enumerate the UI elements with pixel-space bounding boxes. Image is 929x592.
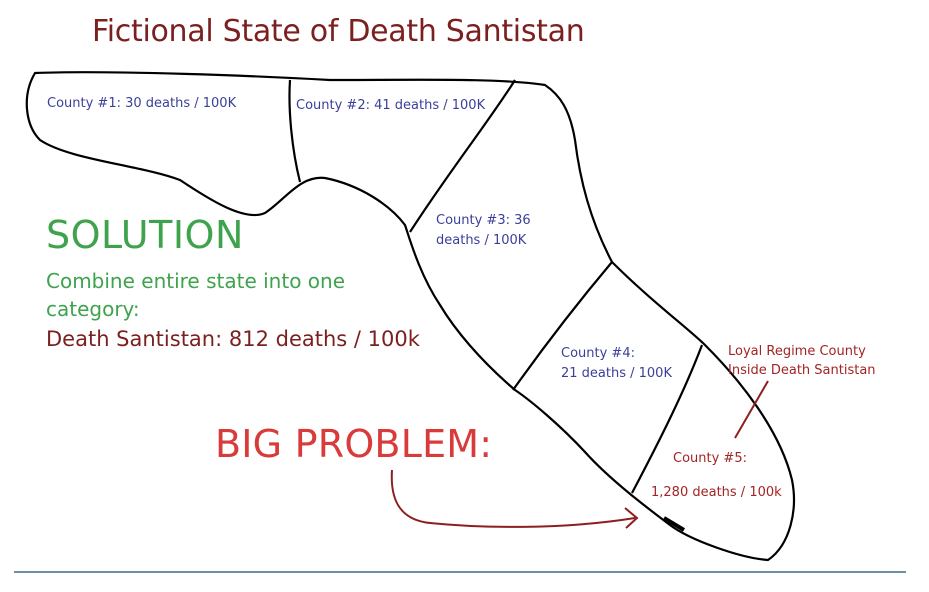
county-5-label: County #5: 1,280 deaths / 100k <box>651 442 782 510</box>
boundary-county-4-5 <box>631 344 704 494</box>
solution-line2: category: <box>46 297 140 321</box>
solution-heading: SOLUTION <box>46 213 244 257</box>
boundary-county-2-3 <box>409 79 516 233</box>
county-2-label: County #2: 41 deaths / 100K <box>296 96 485 116</box>
county-4-label: County #4: 21 deaths / 100K <box>561 344 672 384</box>
boundary-county-1-2 <box>288 79 302 183</box>
county-1-line1: County #1: 30 deaths / 100K <box>47 96 237 111</box>
big-problem-heading: BIG PROBLEM: <box>215 422 493 466</box>
state-outline <box>25 71 796 562</box>
divider-line <box>14 571 906 573</box>
county-5-line1: County #5: <box>673 451 747 466</box>
loyal-county-annotation: Loyal Regime County Inside Death Santist… <box>728 342 876 380</box>
county-3-line2: deaths / 100K <box>436 233 527 248</box>
county-3-line1: County #3: 36 <box>436 213 531 228</box>
county-5-line2: 1,280 deaths / 100k <box>651 485 782 500</box>
solution-line1: Combine entire state into one <box>46 269 346 293</box>
problem-arrow <box>390 469 636 528</box>
annotation-pointer <box>734 380 769 439</box>
coast-notch <box>662 516 686 532</box>
county-4-line2: 21 deaths / 100K <box>561 366 672 381</box>
county-3-label: County #3: 36 deaths / 100K <box>436 211 531 251</box>
county-4-line1: County #4: <box>561 346 635 361</box>
arrow-head-icon <box>624 507 639 529</box>
county-2-line1: County #2: 41 deaths / 100K <box>296 98 486 113</box>
map-title: Fictional State of Death Santistan <box>92 14 585 49</box>
annotation-line2: Inside Death Santistan <box>728 363 876 378</box>
annotation-line1: Loyal Regime County <box>728 344 866 359</box>
boundary-county-3-4 <box>512 261 613 391</box>
solution-body: Combine entire state into one category: <box>46 267 345 323</box>
solution-result: Death Santistan: 812 deaths / 100k <box>46 327 420 351</box>
county-1-label: County #1: 30 deaths / 100K <box>47 94 236 114</box>
